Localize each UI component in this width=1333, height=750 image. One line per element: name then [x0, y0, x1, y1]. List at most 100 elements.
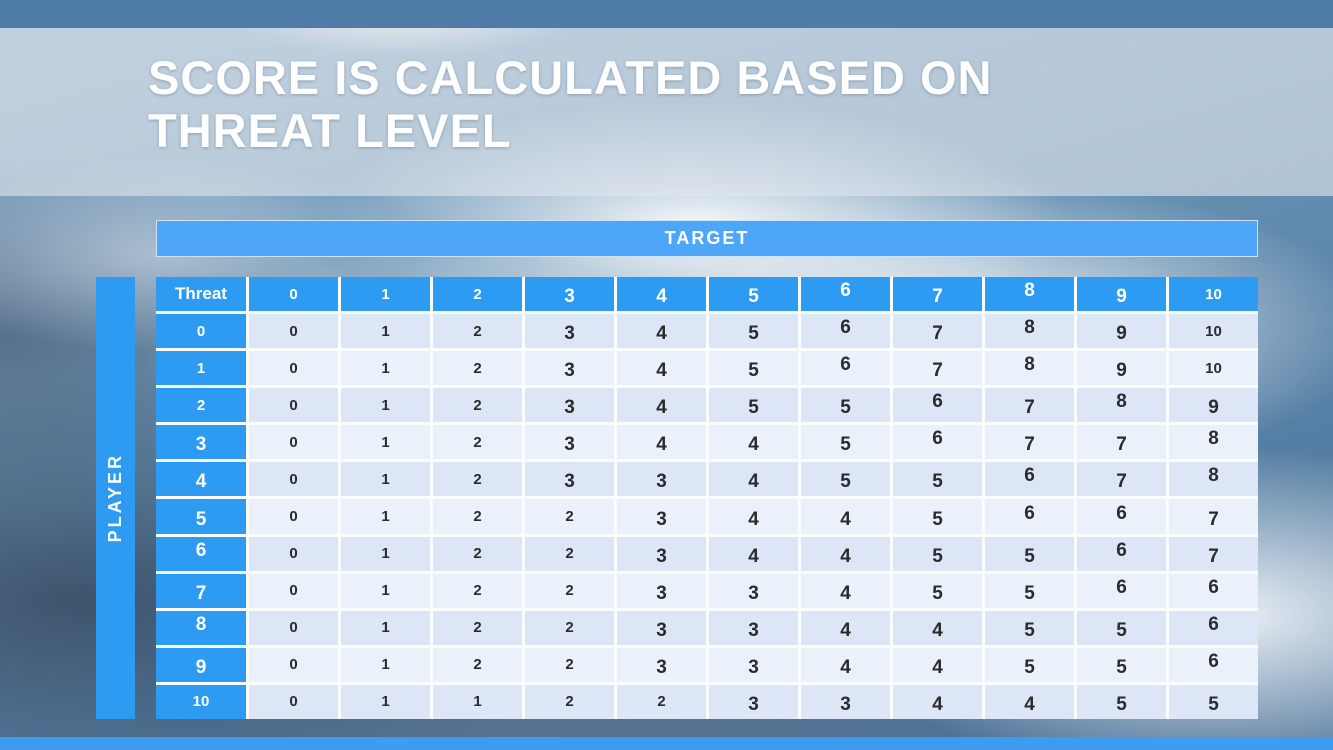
- score-cell: 6: [985, 499, 1074, 534]
- score-cell: 4: [893, 647, 982, 682]
- digit: 5: [1116, 656, 1127, 678]
- digit: 2: [473, 582, 482, 600]
- target-column-header: 7: [893, 277, 982, 312]
- score-cell: 0: [249, 499, 338, 534]
- digit: 7: [932, 323, 943, 345]
- digit: 2: [473, 433, 482, 451]
- score-cell: 2: [525, 684, 614, 719]
- digit: 1: [381, 396, 390, 414]
- digit: 4: [840, 508, 851, 530]
- score-cell: 0: [249, 462, 338, 497]
- digit: 4: [195, 471, 207, 493]
- digit: 2: [473, 322, 482, 340]
- digit: 5: [748, 397, 759, 419]
- title-band: SCORE IS CALCULATED BASED ON THREAT LEVE…: [0, 28, 1333, 196]
- score-cell: 3: [617, 610, 706, 645]
- digit: 4: [656, 397, 667, 419]
- score-cell: 1: [341, 647, 430, 682]
- score-cell: 4: [617, 351, 706, 386]
- score-cell: 4: [801, 499, 890, 534]
- corner-cell-threat: Threat: [156, 277, 246, 312]
- digit: 4: [748, 545, 759, 567]
- score-cell: 6: [801, 314, 890, 349]
- digit: 2: [565, 619, 574, 637]
- digit: 5: [932, 582, 943, 604]
- score-cell: 6: [1169, 610, 1258, 645]
- digit: 6: [195, 539, 207, 561]
- digit: 2: [565, 545, 574, 563]
- score-cell: 2: [525, 647, 614, 682]
- player-row-label: 10: [156, 684, 246, 719]
- digit: 10: [1205, 285, 1222, 303]
- digit: 2: [473, 545, 482, 563]
- score-cell: 7: [985, 388, 1074, 423]
- player-row-label: 3: [156, 425, 246, 460]
- score-cell: 7: [893, 351, 982, 386]
- digit: 4: [932, 619, 943, 641]
- target-column-header: 10: [1169, 277, 1258, 312]
- score-cell: 8: [1169, 462, 1258, 497]
- digit: 4: [656, 360, 667, 382]
- target-column-header: 9: [1077, 277, 1166, 312]
- score-cell: 5: [893, 499, 982, 534]
- score-cell: 3: [525, 388, 614, 423]
- digit: 6: [840, 317, 851, 339]
- score-cell: 1: [341, 499, 430, 534]
- digit: 2: [473, 285, 482, 303]
- score-cell: 5: [1077, 610, 1166, 645]
- digit: 7: [932, 360, 943, 382]
- score-cell: 4: [617, 388, 706, 423]
- digit: 8: [1208, 428, 1219, 450]
- score-cell: 0: [249, 610, 338, 645]
- score-cell: 10: [1169, 351, 1258, 386]
- score-cell: 0: [249, 388, 338, 423]
- digit: 2: [473, 656, 482, 674]
- score-cell: 8: [1169, 425, 1258, 460]
- score-cell: 2: [433, 536, 522, 571]
- score-cell: 7: [893, 314, 982, 349]
- score-cell: 7: [1077, 462, 1166, 497]
- score-cell: 4: [801, 610, 890, 645]
- digit: 7: [1116, 434, 1127, 456]
- player-row-label: 5: [156, 499, 246, 534]
- digit: 0: [289, 396, 298, 414]
- target-column-header: 1: [341, 277, 430, 312]
- player-row-label: 0: [156, 314, 246, 349]
- player-row-label: 4: [156, 462, 246, 497]
- digit: 0: [289, 582, 298, 600]
- score-cell: 9: [1169, 388, 1258, 423]
- score-cell: 2: [433, 499, 522, 534]
- score-cell: 5: [985, 610, 1074, 645]
- score-cell: 5: [709, 351, 798, 386]
- score-cell: 3: [525, 425, 614, 460]
- score-cell: 5: [985, 647, 1074, 682]
- target-column-header: 4: [617, 277, 706, 312]
- score-cell: 7: [1169, 499, 1258, 534]
- digit: 3: [656, 656, 667, 678]
- digit: 6: [1116, 539, 1127, 561]
- digit: 8: [1116, 391, 1127, 413]
- digit: 1: [381, 693, 390, 711]
- digit: 1: [381, 508, 390, 526]
- score-cell: 6: [1169, 647, 1258, 682]
- digit: 3: [564, 323, 575, 345]
- score-cell: 5: [801, 462, 890, 497]
- digit: 5: [1024, 656, 1035, 678]
- digit: 2: [473, 470, 482, 488]
- score-cell: 5: [893, 573, 982, 608]
- score-cell: 0: [249, 684, 338, 719]
- score-cell: 1: [433, 684, 522, 719]
- score-cell: 1: [341, 610, 430, 645]
- digit: 8: [1208, 465, 1219, 487]
- digit: 2: [565, 508, 574, 526]
- digit: 5: [1116, 619, 1127, 641]
- score-cell: 0: [249, 425, 338, 460]
- target-column-header: 3: [525, 277, 614, 312]
- score-cell: 4: [709, 462, 798, 497]
- score-cell: 6: [985, 462, 1074, 497]
- digit: 9: [1208, 397, 1219, 419]
- digit: 9: [195, 656, 207, 678]
- score-cell: 6: [1077, 573, 1166, 608]
- digit: 2: [473, 508, 482, 526]
